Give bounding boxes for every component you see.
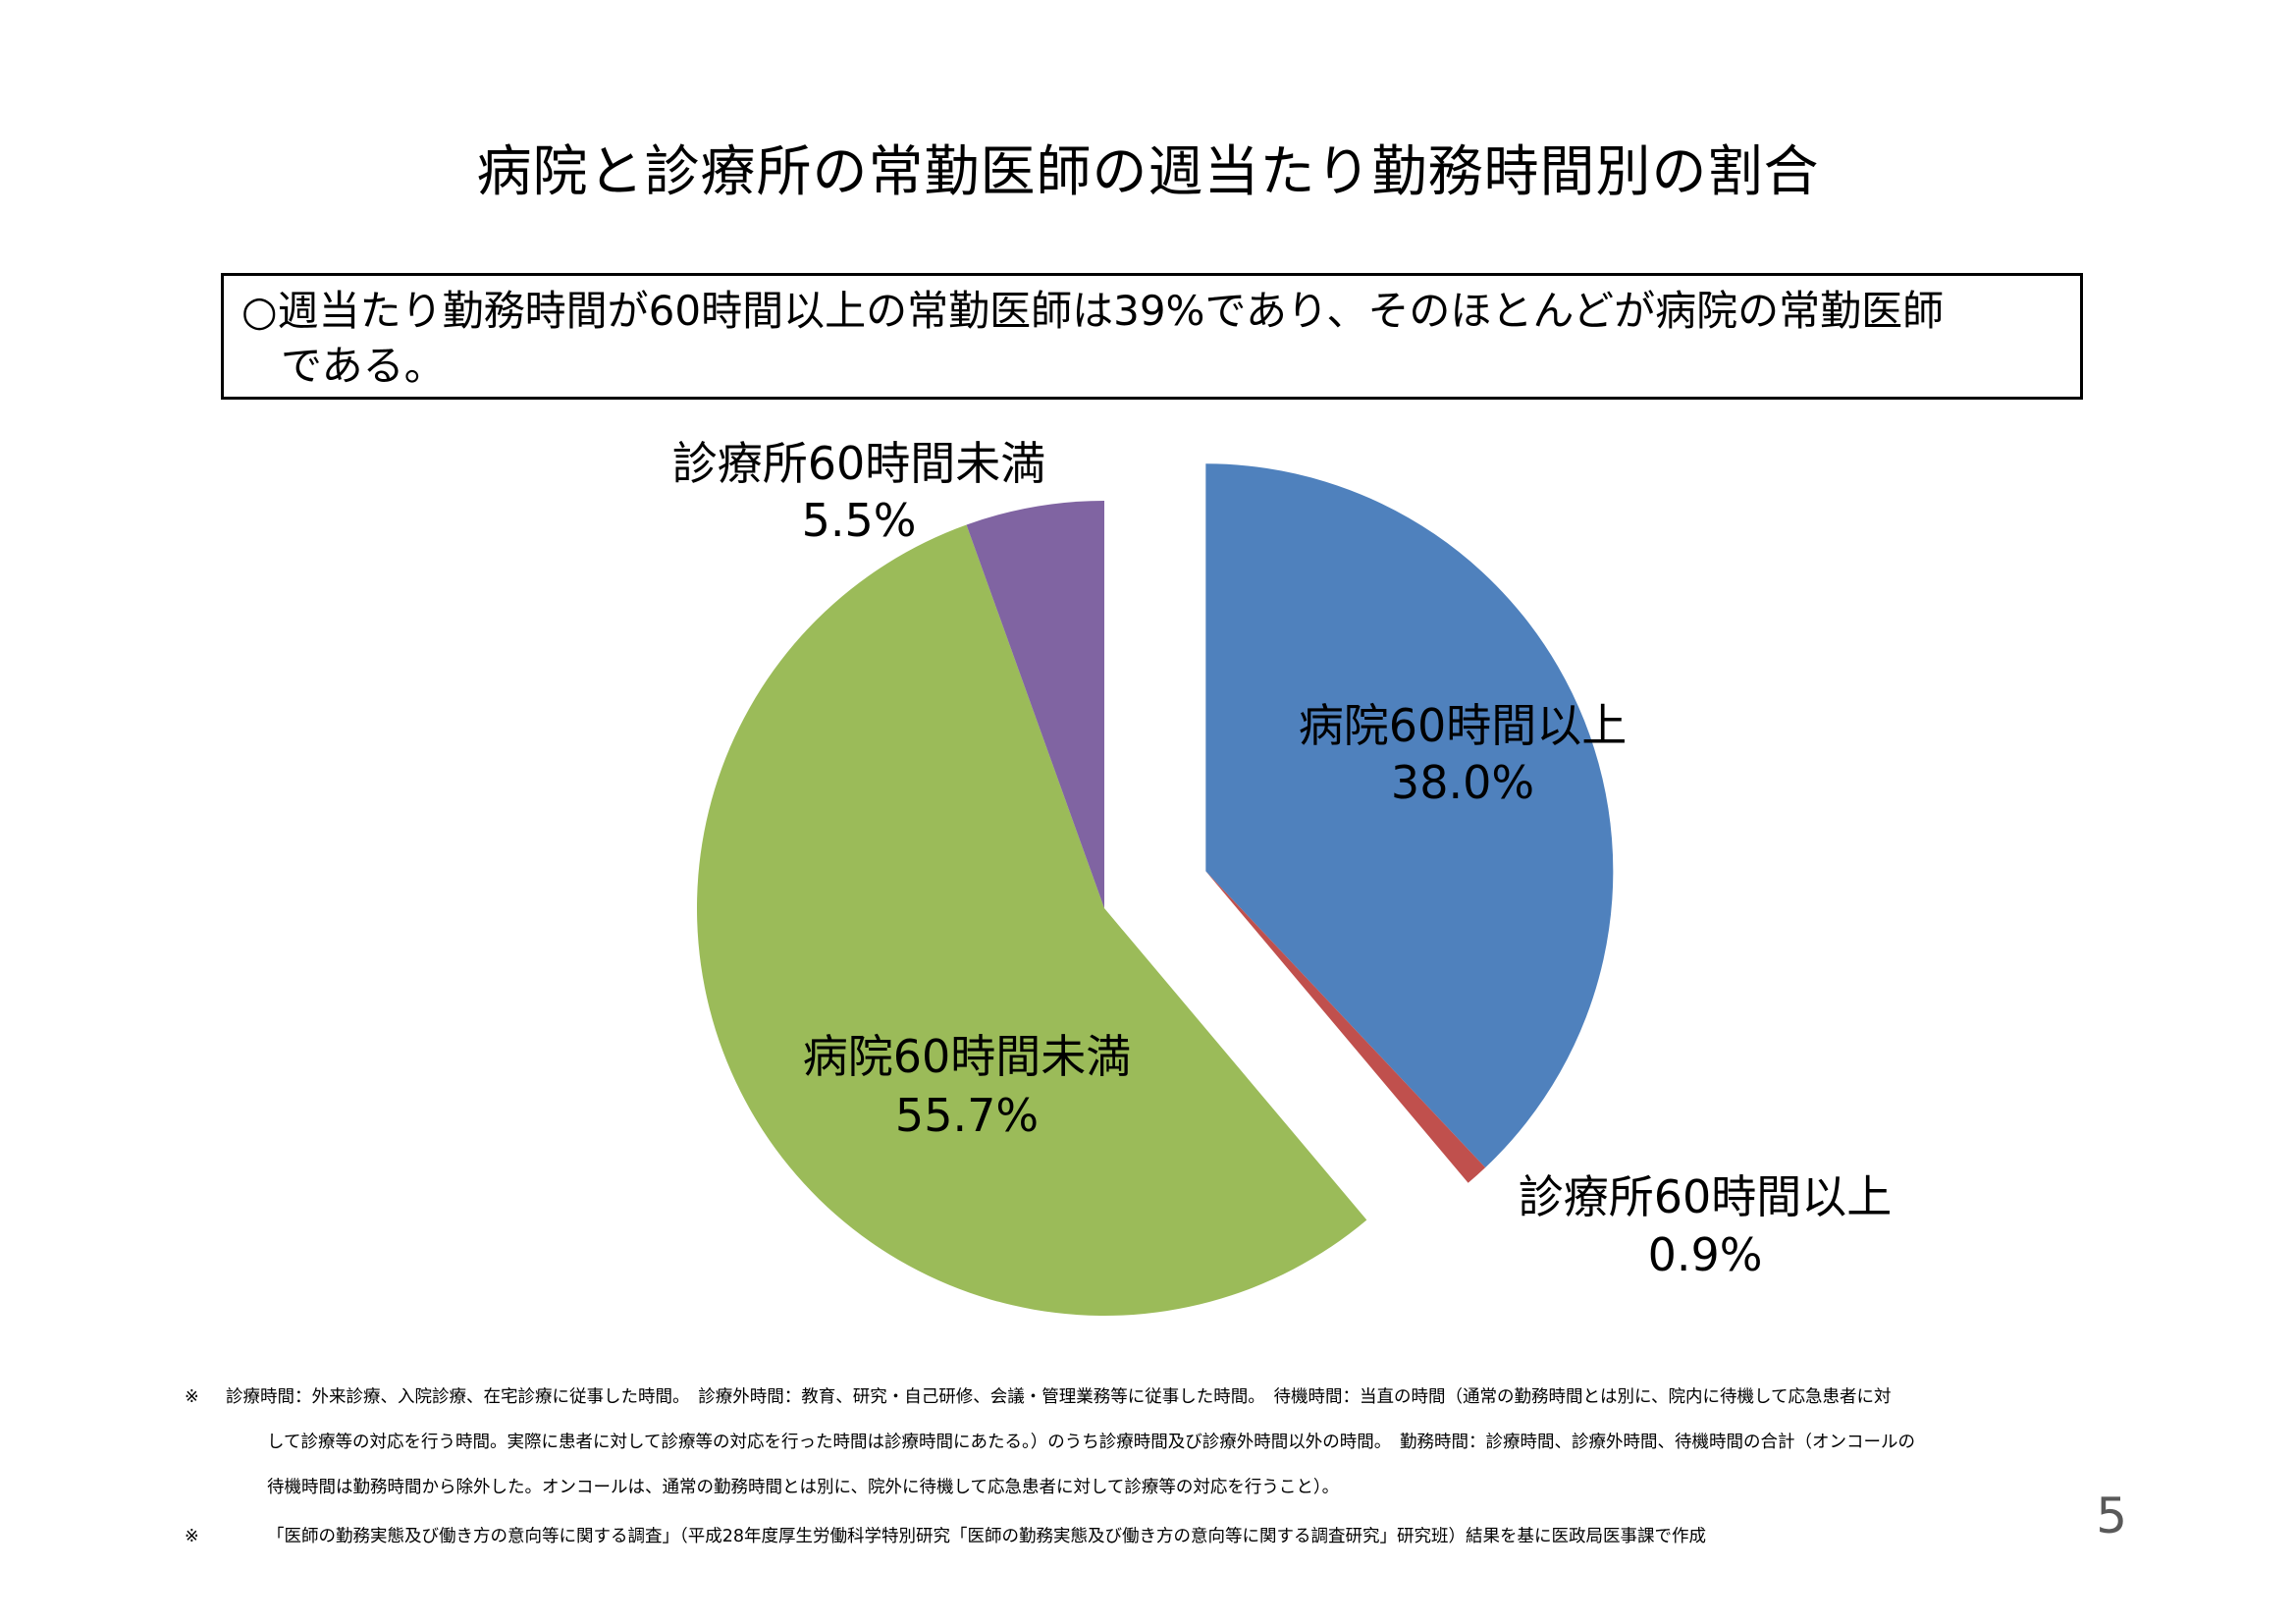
label-clinic-under60-value: 5.5% [802, 494, 917, 547]
label-hospital-60plus-value: 38.0% [1391, 756, 1534, 809]
slice-hospital-under60 [697, 524, 1367, 1316]
label-clinic-60plus-value: 0.9% [1648, 1228, 1763, 1281]
slice-clinic-under60 [966, 501, 1104, 908]
footnote-1: ※ 診療時間：外来診療、入院診療、在宅診療に従事した時間。 診療外時間：教育、研… [185, 1375, 2109, 1510]
footnote-1-line-3: 待機時間は勤務時間から除外した。オンコールは、通常の勤務時間とは別に、院外に待機… [267, 1478, 1340, 1497]
footnote-mark: ※ [185, 1387, 199, 1407]
label-clinic-60plus-name: 診療所60時間以上 [1519, 1170, 1893, 1223]
summary-line-2: である。 [281, 342, 446, 390]
slice-clinic-60plus [1205, 871, 1486, 1183]
page-number: 5 [2096, 1488, 2127, 1544]
footnote-2: ※ 「医師の勤務実態及び働き方の意向等に関する調査」（平成28年度厚生労働科学特… [185, 1514, 2109, 1559]
footnote-1-line-1: 診療時間：外来診療、入院診療、在宅診療に従事した時間。 診療外時間：教育、研究・… [226, 1387, 1892, 1407]
label-hospital-under60-name: 病院60時間未満 [803, 1030, 1132, 1083]
footnote-mark: ※ [185, 1527, 199, 1546]
page-title: 病院と診療所の常勤医師の週当たり勤務時間別の割合 [476, 140, 1820, 204]
summary-text: ○週当たり勤務時間が60時間以上の常勤医師は39%であり、そのほとんどが病院の常… [241, 284, 2067, 394]
pie-slices [697, 463, 1614, 1316]
summary-line-1: ○週当たり勤務時間が60時間以上の常勤医師は39%であり、そのほとんどが病院の常… [241, 287, 1945, 335]
label-hospital-under60-value: 55.7% [895, 1089, 1039, 1142]
footnote-1-line-2: して診療等の対応を行う時間。実際に患者に対して診療等の対応を行った時間は診療時間… [267, 1433, 1915, 1452]
pie-labels: 病院60時間以上 38.0% 診療所60時間以上 0.9% 病院60時間未満 5… [672, 437, 1893, 1281]
label-clinic-under60-name: 診療所60時間未満 [672, 437, 1046, 490]
slice-hospital-60plus [1205, 463, 1614, 1168]
footnote-2-text: 「医師の勤務実態及び働き方の意向等に関する調査」（平成28年度厚生労働科学特別研… [267, 1527, 1707, 1546]
footnotes: ※ 診療時間：外来診療、入院診療、在宅診療に従事した時間。 診療外時間：教育、研… [185, 1375, 2109, 1559]
summary-box: ○週当たり勤務時間が60時間以上の常勤医師は39%であり、そのほとんどが病院の常… [221, 273, 2083, 400]
label-hospital-60plus-name: 病院60時間以上 [1299, 699, 1628, 752]
